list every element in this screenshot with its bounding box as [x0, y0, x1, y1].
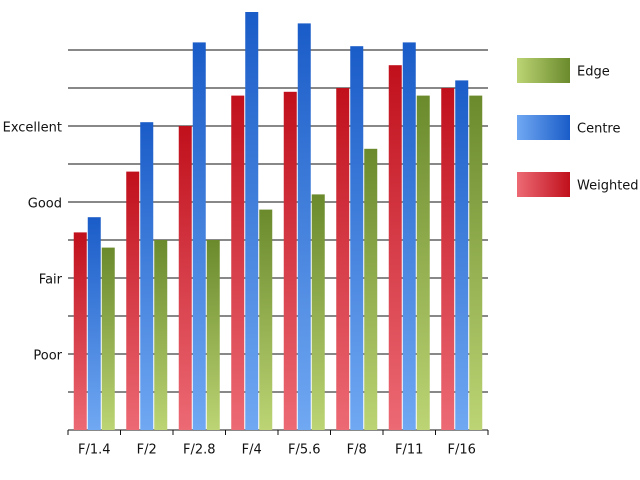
bar — [441, 88, 455, 430]
x-tick-label: F/2.8 — [183, 443, 216, 458]
bar — [297, 23, 311, 431]
y-tick-label: Good — [28, 197, 62, 212]
bar — [402, 42, 416, 431]
bar — [206, 240, 220, 430]
bar — [154, 240, 168, 430]
bar — [87, 217, 101, 430]
x-tick-label: F/4 — [242, 443, 262, 458]
bar — [283, 91, 297, 431]
bar — [259, 209, 273, 430]
bar — [336, 88, 350, 430]
x-tick-label: F/16 — [448, 443, 476, 458]
x-tick-label: F/11 — [395, 443, 423, 458]
x-tick-label: F/2 — [137, 443, 157, 458]
bar — [126, 171, 140, 430]
bar — [455, 80, 469, 431]
y-tick-label: Fair — [39, 273, 63, 288]
bar — [311, 194, 325, 430]
bar — [178, 126, 192, 430]
y-tick-label: Excellent — [3, 121, 62, 136]
x-tick-label: F/1.4 — [78, 443, 111, 458]
bar — [73, 232, 87, 430]
legend-label: Centre — [577, 122, 620, 137]
x-tick-label: F/5.6 — [288, 443, 321, 458]
legend-label: Weighted — [577, 179, 639, 194]
bar — [364, 148, 378, 431]
legend-label: Edge — [577, 65, 610, 80]
legend-swatch — [517, 115, 570, 140]
x-tick-label: F/8 — [347, 443, 367, 458]
bar — [388, 65, 402, 430]
bar — [140, 122, 154, 430]
y-tick-label: Poor — [33, 349, 62, 364]
legend-swatch — [517, 58, 570, 83]
bar — [231, 95, 245, 430]
bar — [350, 46, 364, 430]
bar — [101, 247, 115, 430]
bar — [245, 12, 259, 430]
legend-swatch — [517, 172, 570, 197]
bar — [192, 42, 206, 431]
bar — [416, 95, 430, 430]
bar — [469, 95, 483, 430]
